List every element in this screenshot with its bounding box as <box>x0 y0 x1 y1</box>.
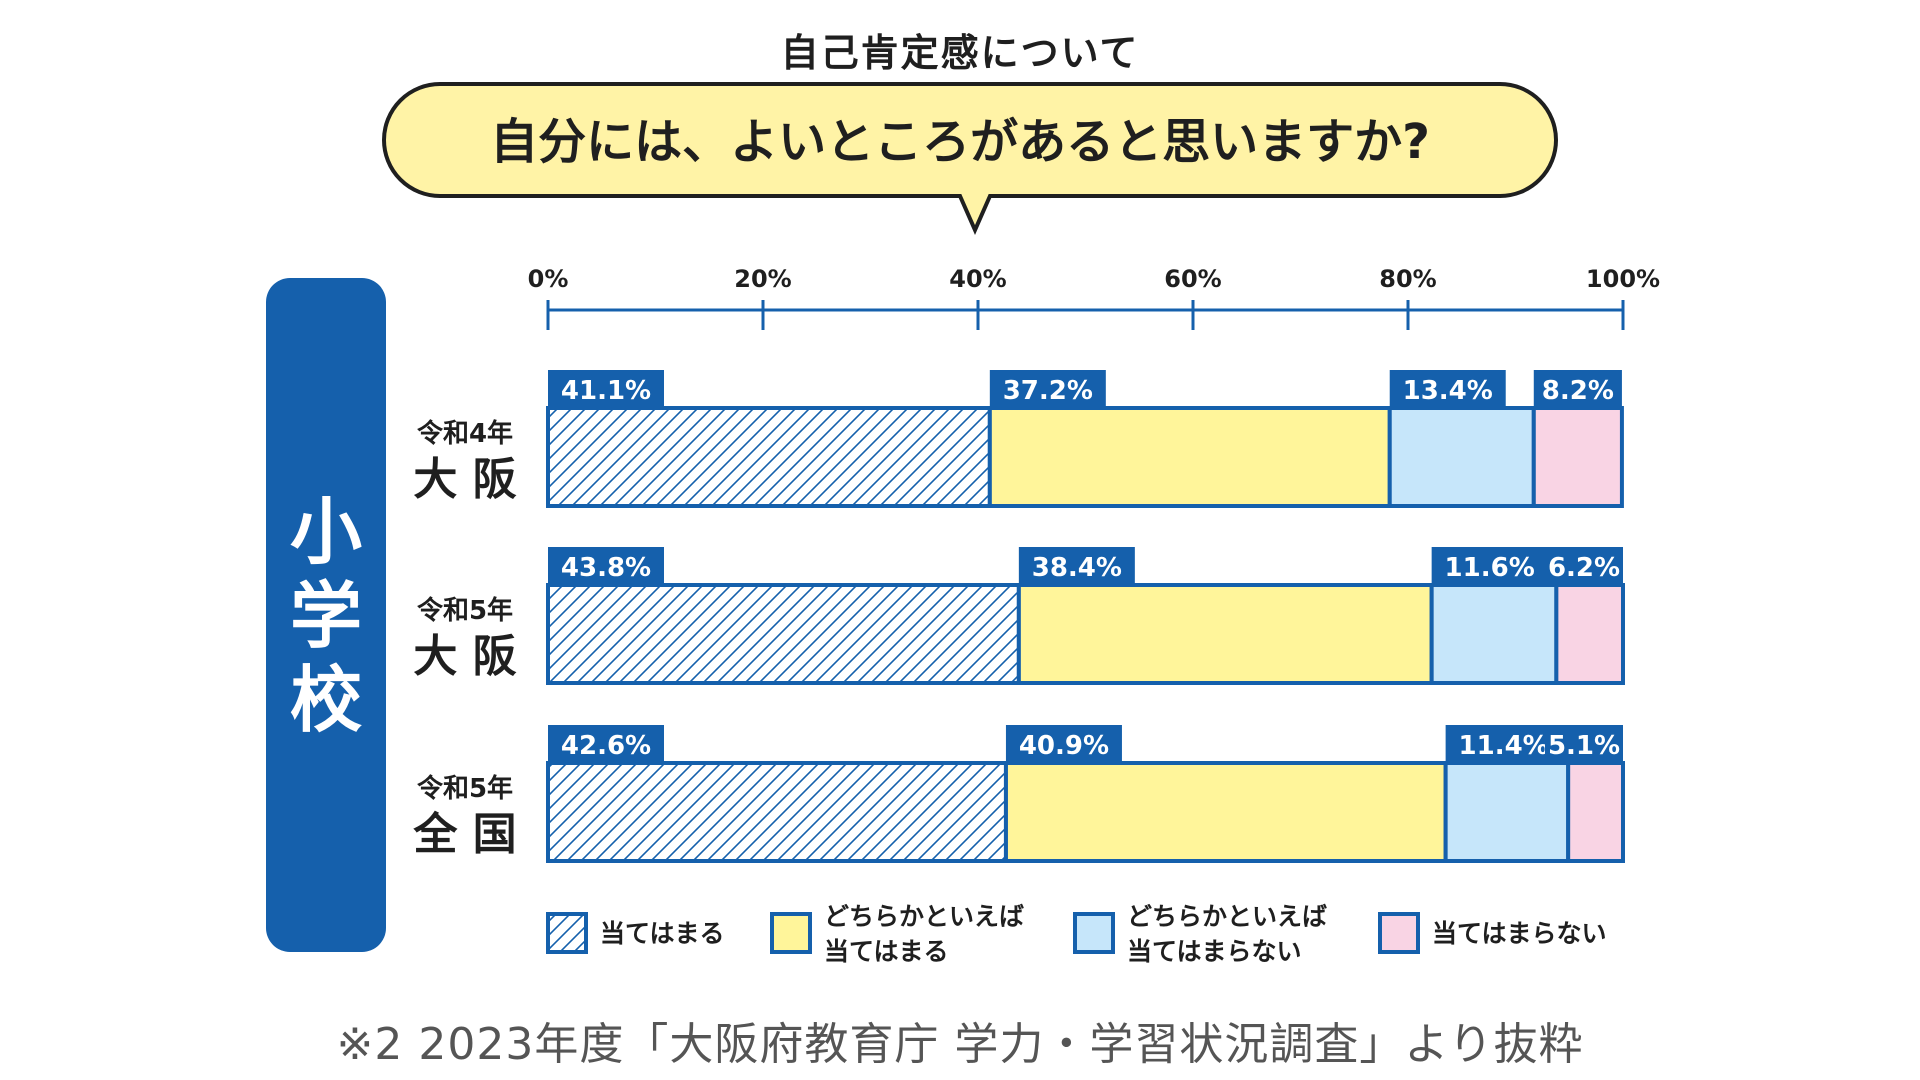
data-label: 37.2% <box>1003 376 1093 406</box>
x-tick-label: 40% <box>949 265 1006 293</box>
legend-label: 当てはまる <box>824 937 949 966</box>
bar-segment <box>1531 406 1624 508</box>
legend-label: 当てはまらない <box>1432 919 1607 948</box>
group-label-char: 小 <box>290 490 362 574</box>
data-label-tab <box>1545 547 1623 587</box>
data-label-tab <box>1545 725 1623 765</box>
bar-segment <box>1429 583 1559 685</box>
bar-segment <box>1443 761 1571 863</box>
data-label-tab <box>1533 370 1622 410</box>
x-tick-label: 80% <box>1379 265 1436 293</box>
x-tick-label: 0% <box>528 265 569 293</box>
legend-swatch <box>546 912 588 954</box>
bar-segment <box>546 761 1008 863</box>
data-label: 11.6% <box>1445 553 1535 583</box>
chart-title: 自分には、よいところがあると思いますか? <box>490 114 1430 170</box>
data-label: 6.2% <box>1548 553 1620 583</box>
x-tick-label: 60% <box>1164 265 1221 293</box>
group-label-char: 学 <box>290 574 362 658</box>
bar-segment <box>1003 761 1448 863</box>
data-label: 42.6% <box>561 731 651 761</box>
x-tick-label: 100% <box>1586 265 1660 293</box>
x-tick-label: 20% <box>734 265 791 293</box>
data-label-tab <box>989 370 1106 410</box>
bar-segment <box>987 406 1392 508</box>
data-label: 11.4% <box>1459 731 1549 761</box>
bar-segment <box>1554 583 1625 685</box>
row-label-year: 令和5年 <box>417 595 513 626</box>
data-label-tab <box>548 725 664 765</box>
data-label-tab <box>1018 547 1135 587</box>
bar-segment <box>546 406 992 508</box>
bar-segment <box>1016 583 1434 685</box>
chart-canvas: 自分には、よいところがあると思いますか? 小学校 0% 20% 40% 60% 80% 1… <box>266 82 1660 966</box>
data-label-tab <box>548 370 664 410</box>
bar-segment <box>1387 406 1536 508</box>
data-label: 5.1% <box>1548 731 1620 761</box>
data-label-tab <box>548 547 664 587</box>
data-label: 40.9% <box>1019 731 1109 761</box>
data-label: 43.8% <box>561 553 651 583</box>
bar-segment <box>546 583 1021 685</box>
data-label-tab <box>1389 370 1506 410</box>
legend-label: 当てはまる <box>600 919 725 948</box>
legend-swatch <box>1378 912 1420 954</box>
legend-label: 当てはまらない <box>1127 937 1302 966</box>
row-label-region: 全 国 <box>412 809 516 860</box>
data-label: 13.4% <box>1403 376 1493 406</box>
row-label-region: 大 阪 <box>413 454 516 505</box>
row-label-year: 令和5年 <box>417 773 513 804</box>
legend-swatch <box>1073 912 1115 954</box>
group-label-box <box>266 278 386 952</box>
data-label: 38.4% <box>1032 553 1122 583</box>
bar-segment <box>1566 761 1626 863</box>
row-label-region: 大 阪 <box>413 631 516 682</box>
data-label: 8.2% <box>1542 376 1614 406</box>
question-bubble <box>382 82 1558 235</box>
legend-label: どちらかといえば <box>1127 902 1327 931</box>
legend-label: どちらかといえば <box>824 902 1024 931</box>
source-note: ※2 2023年度「大阪府教育庁 学力・学習状況調査」より抜粋 <box>336 1019 1584 1070</box>
data-label: 41.1% <box>561 376 651 406</box>
data-label-tab <box>1431 547 1548 587</box>
chart-subtitle: 自己肯定感について <box>780 31 1140 75</box>
legend-swatch <box>770 912 812 954</box>
data-label-tab <box>1005 725 1122 765</box>
row-label-year: 令和4年 <box>417 418 513 449</box>
data-label-tab <box>1445 725 1562 765</box>
group-label-char: 校 <box>290 658 362 742</box>
